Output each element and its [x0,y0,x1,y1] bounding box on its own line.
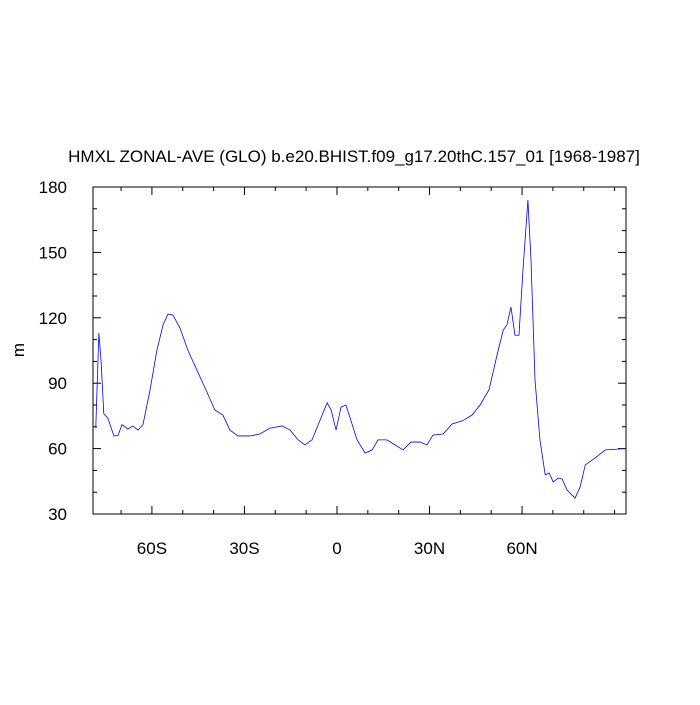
y-tick-label: 90 [48,374,67,393]
chart-title: HMXL ZONAL-AVE (GLO) b.e20.BHIST.f09_g17… [68,147,640,166]
x-tick-label: 30N [414,539,445,558]
plot-frame [92,186,627,515]
y-axis-label: m [9,343,28,357]
y-tick-label: 30 [48,505,67,524]
x-tick-label: 60S [137,539,167,558]
x-tick-label: 30S [229,539,259,558]
x-tick-label: 0 [332,539,341,558]
y-tick-label: 60 [48,440,67,459]
y-tick-label: 150 [39,243,67,262]
y-tick-label: 120 [39,309,67,328]
x-tick-label: 60N [506,539,537,558]
y-tick-label: 180 [39,178,67,197]
data-line [95,200,627,499]
